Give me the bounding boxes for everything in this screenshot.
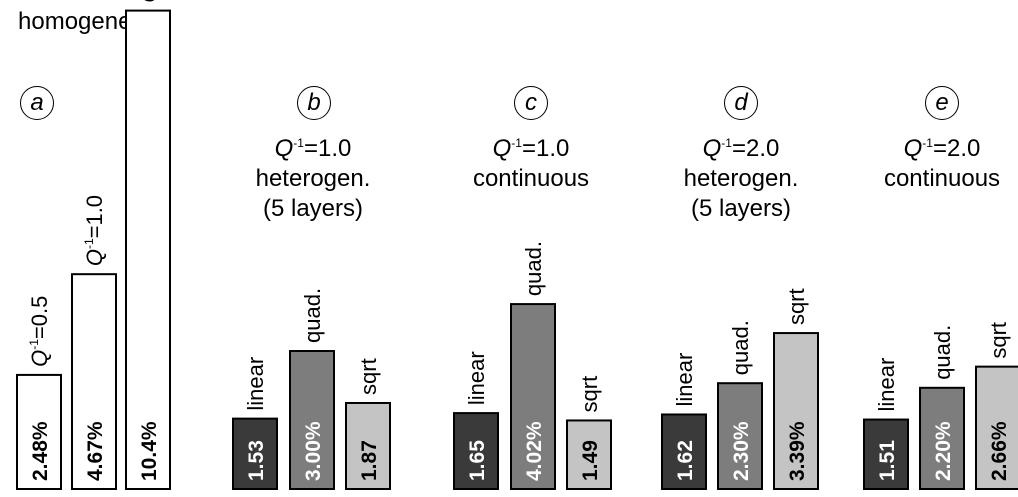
panel-b-exp: -1 <box>293 136 304 150</box>
category-label-c-2: quad. <box>521 241 546 296</box>
panel-b-value: =1.0 <box>303 135 352 162</box>
value-label-a-3: 10.4% <box>138 421 161 481</box>
value-label-d-2: 2.30% <box>730 421 753 481</box>
value-label-a-1: 2.48% <box>29 421 52 481</box>
value-label-e-2: 2.20% <box>932 421 955 481</box>
panel-d-exp: -1 <box>721 136 732 150</box>
panel-e-label: e <box>925 86 959 120</box>
panel-b-label: b <box>297 86 331 120</box>
value-label-d-3: 3.39% <box>786 421 809 481</box>
panel-d-q: Q <box>702 135 722 162</box>
category-label-b-1: linear <box>243 357 268 411</box>
panel-c-value: =1.0 <box>521 135 570 162</box>
panel-b-line2: heterogen. <box>255 165 371 192</box>
panel-b-title: Q-1=1.0 heterogen. (5 layers) <box>238 128 388 224</box>
value-label-b-2: 3.00% <box>302 421 325 481</box>
panel-e-exp: -1 <box>922 136 933 150</box>
value-label-e-1: 1.51 <box>876 440 899 481</box>
value-label-b-1: 1.53 <box>245 440 268 481</box>
panel-d-label: d <box>724 86 758 120</box>
panel-e-q: Q <box>903 135 923 162</box>
category-label-b-2: quad. <box>300 288 325 343</box>
panel-a-label: a <box>20 86 54 120</box>
panel-e-value: =2.0 <box>932 135 981 162</box>
category-label-a-1: Q-1=0.5 <box>27 296 52 367</box>
panel-d-line2: heterogen. <box>683 165 799 192</box>
panel-e-title: Q-1=2.0 continuous <box>867 128 1017 194</box>
bar-b-3 <box>345 401 391 491</box>
category-label-b-3: sqrt <box>356 358 381 395</box>
panel-b-line3: (5 layers) <box>262 195 364 222</box>
category-label-e-3: sqrt <box>986 322 1011 359</box>
panel-c-label: c <box>514 86 548 120</box>
bar-d-1 <box>661 413 707 491</box>
bar-c-2 <box>510 303 556 490</box>
value-label-c-2: 4.02% <box>523 421 546 481</box>
value-label-c-3: 1.49 <box>579 440 602 481</box>
category-label-e-1: linear <box>874 358 899 412</box>
panel-c-title: Q-1=1.0 continuous <box>456 128 606 194</box>
panel-c-exp: -1 <box>511 136 522 150</box>
value-label-e-3: 2.66% <box>988 421 1011 481</box>
bar-e-1 <box>863 418 909 491</box>
category-label-d-3: sqrt <box>784 288 809 325</box>
bar-a-1 <box>16 373 62 491</box>
bar-e-2 <box>919 386 965 490</box>
panel-d-value: =2.0 <box>731 135 780 162</box>
panel-c-q: Q <box>492 135 512 162</box>
panel-d-line3: (5 layers) <box>690 195 792 222</box>
bar-c-1 <box>453 412 499 491</box>
bar-b-2 <box>289 350 335 490</box>
bar-d-2 <box>717 382 763 491</box>
bar-b-1 <box>232 417 278 490</box>
value-label-c-1: 1.65 <box>466 440 489 481</box>
value-label-b-3: 1.87 <box>358 440 381 481</box>
category-label-d-2: quad. <box>728 320 753 375</box>
bar-a-3 <box>125 9 171 490</box>
category-label-a-2: Q-1=1.0 <box>82 195 107 266</box>
value-label-a-2: 4.67% <box>84 421 107 481</box>
category-label-a-3: Q-1=2.0 <box>136 0 161 3</box>
bar-e-3 <box>975 365 1018 491</box>
category-label-c-3: sqrt <box>577 376 602 413</box>
category-label-e-2: quad. <box>930 325 955 380</box>
category-label-d-1: linear <box>672 353 697 407</box>
bar-c-3 <box>566 419 612 490</box>
category-label-c-1: linear <box>464 351 489 405</box>
panel-e-line2: continuous <box>883 165 1001 192</box>
value-label-d-1: 1.62 <box>674 440 697 481</box>
bar-d-3 <box>773 332 819 490</box>
bar-a-2 <box>71 273 117 490</box>
panel-c-line2: continuous <box>472 165 590 192</box>
panel-d-title: Q-1=2.0 heterogen. (5 layers) <box>666 128 816 224</box>
panel-b-q: Q <box>274 135 294 162</box>
